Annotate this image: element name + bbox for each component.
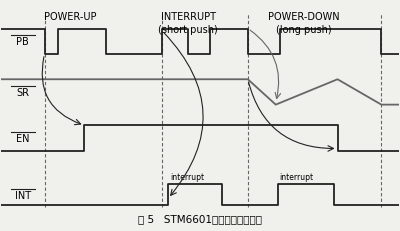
Text: PB: PB	[16, 37, 29, 47]
Text: SR: SR	[16, 88, 29, 97]
Text: EN: EN	[16, 134, 29, 143]
Text: INTERRUPT
(short push): INTERRUPT (short push)	[158, 12, 218, 34]
Text: interrupt: interrupt	[170, 173, 204, 182]
Text: POWER-DOWN
(long push): POWER-DOWN (long push)	[268, 12, 340, 34]
Text: interrupt: interrupt	[280, 173, 314, 182]
Text: POWER-UP: POWER-UP	[44, 12, 97, 22]
Text: INT: INT	[14, 190, 31, 200]
Text: 图 5   STM6601中断输出波形简图: 图 5 STM6601中断输出波形简图	[138, 213, 262, 223]
